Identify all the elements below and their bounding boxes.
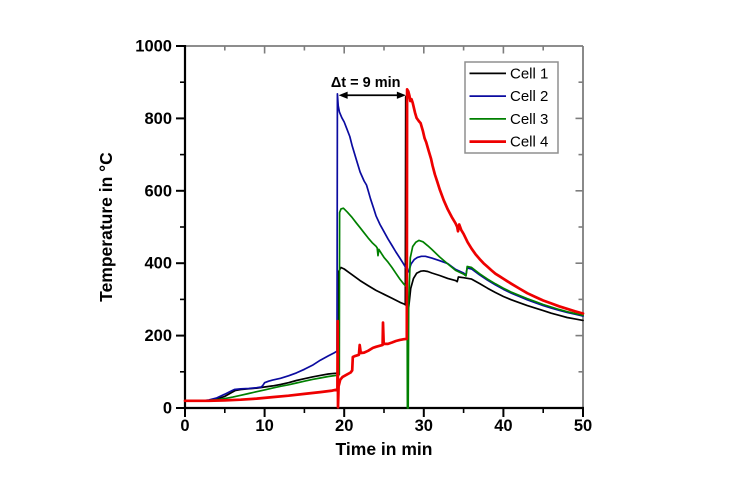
legend-label: Cell 1: [510, 65, 548, 82]
x-tick-label: 20: [335, 417, 353, 435]
delta-t-label: Δt = 9 min: [331, 75, 401, 91]
series-line-cell-2: [184, 92, 584, 402]
y-tick-label: 800: [144, 110, 172, 128]
legend-label: Cell 2: [510, 88, 548, 105]
legend: Cell 1 Cell 2 Cell 3 Cell 4: [464, 61, 559, 154]
y-tick-label: 400: [144, 255, 172, 273]
series-line-cell-4: [183, 88, 585, 409]
y-axis-title: Temperature in °C: [96, 152, 116, 302]
x-tick-label: 50: [574, 417, 592, 435]
legend-entry-cell-2: Cell 2: [469, 88, 548, 105]
legend-box: [464, 61, 559, 154]
annotation-delta-t: Δt = 9 min: [331, 75, 406, 99]
legend-entry-cell-1: Cell 1: [469, 65, 548, 82]
axis-tick-labels: 0 200 400 600 800 1000 0 10 20 30 40 50: [135, 38, 592, 436]
arrowhead-right-icon: [396, 91, 406, 99]
axis-ticks: [176, 45, 584, 417]
x-tick-label: 0: [180, 417, 189, 435]
y-tick-label: 200: [144, 327, 172, 345]
arrowhead-left-icon: [338, 91, 348, 99]
series-line-cell-1: [184, 95, 584, 402]
x-tick-label: 40: [494, 417, 512, 435]
series-lines: [183, 88, 585, 409]
series-line-cell-3: [184, 207, 584, 409]
x-tick-label: 10: [255, 417, 273, 435]
y-tick-label: 1000: [135, 38, 172, 56]
y-tick-label: 600: [144, 182, 172, 200]
legend-label: Cell 3: [510, 111, 548, 128]
legend-entry-cell-3: Cell 3: [469, 111, 548, 128]
x-tick-label: 30: [415, 417, 433, 435]
y-tick-label: 0: [163, 400, 172, 418]
legend-entry-cell-4: Cell 4: [469, 134, 548, 151]
legend-label: Cell 4: [510, 134, 548, 151]
x-axis-title: Time in min: [336, 439, 433, 459]
